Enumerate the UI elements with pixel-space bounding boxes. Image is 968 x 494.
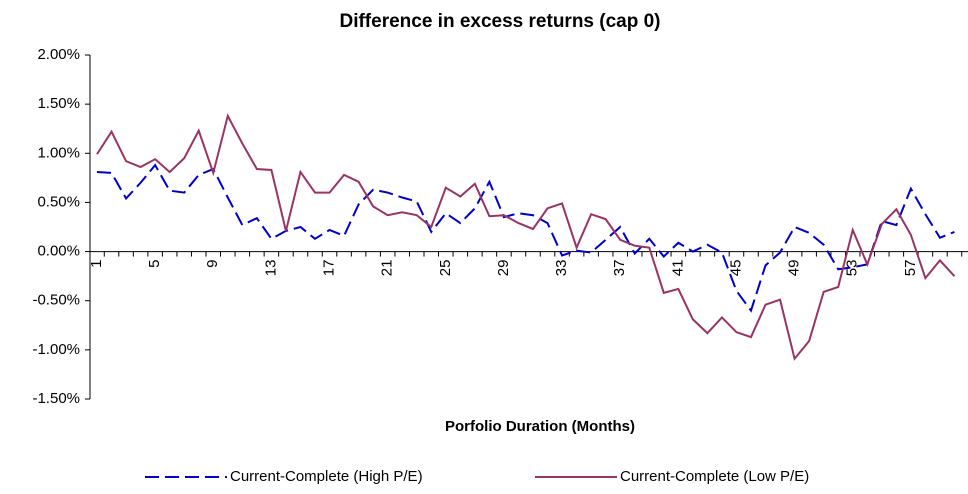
chart-title: Difference in excess returns (cap 0) [339,11,660,32]
y-tick-label: 1.00% [37,144,80,161]
x-tick-label: 49 [786,260,803,277]
x-tick-label: 5 [146,260,163,268]
x-tick-label: 37 [611,260,628,277]
x-tick-label: 13 [262,260,279,277]
legend-label: Current-Complete (Low P/E) [620,468,809,485]
x-tick-label: 1 [88,260,105,268]
x-tick-label: 53 [844,260,861,277]
y-tick-label: -1.50% [32,390,80,407]
x-axis-title: Porfolio Duration (Months) [445,418,635,435]
y-tick-label: -0.50% [32,292,80,309]
y-tick-label: 2.00% [37,46,80,63]
x-tick-label: 45 [727,260,744,277]
y-tick-label: 0.00% [37,243,80,260]
y-tick-label: 1.50% [37,95,80,112]
y-tick-label: 0.50% [37,193,80,210]
x-tick-label: 9 [204,260,221,268]
y-tick-label: -1.00% [32,341,80,358]
x-tick-label: 33 [553,260,570,277]
series-line [96,163,955,313]
x-tick-label: 41 [669,260,686,277]
legend-label: Current-Complete (High P/E) [230,468,423,485]
x-tick-label: 17 [321,260,338,277]
x-tick-label: 57 [902,260,919,277]
x-tick-label: 21 [379,260,396,277]
x-tick-label: 29 [495,260,512,277]
x-tick-label: 25 [437,260,454,277]
series-line [96,113,956,361]
